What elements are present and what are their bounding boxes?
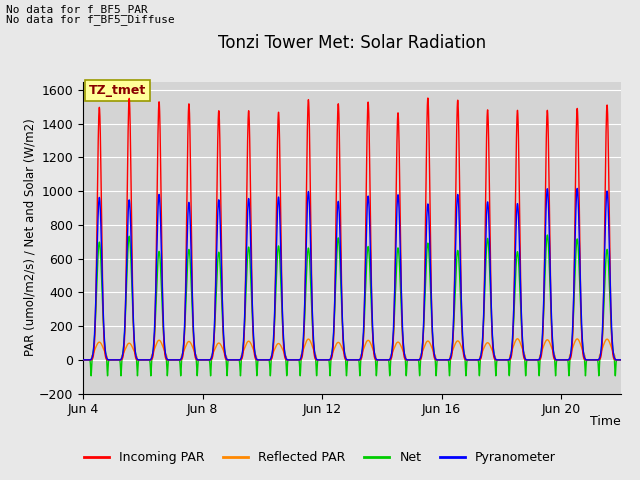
Text: TZ_tmet: TZ_tmet bbox=[88, 84, 146, 97]
Text: Time: Time bbox=[590, 415, 621, 428]
Text: Tonzi Tower Met: Solar Radiation: Tonzi Tower Met: Solar Radiation bbox=[218, 34, 486, 51]
Y-axis label: PAR (umol/m2/s) / Net and Solar (W/m2): PAR (umol/m2/s) / Net and Solar (W/m2) bbox=[23, 119, 36, 357]
Legend: Incoming PAR, Reflected PAR, Net, Pyranometer: Incoming PAR, Reflected PAR, Net, Pyrano… bbox=[79, 446, 561, 469]
Text: No data for f_BF5_Diffuse: No data for f_BF5_Diffuse bbox=[6, 13, 175, 24]
Text: No data for f_BF5_PAR: No data for f_BF5_PAR bbox=[6, 4, 148, 15]
